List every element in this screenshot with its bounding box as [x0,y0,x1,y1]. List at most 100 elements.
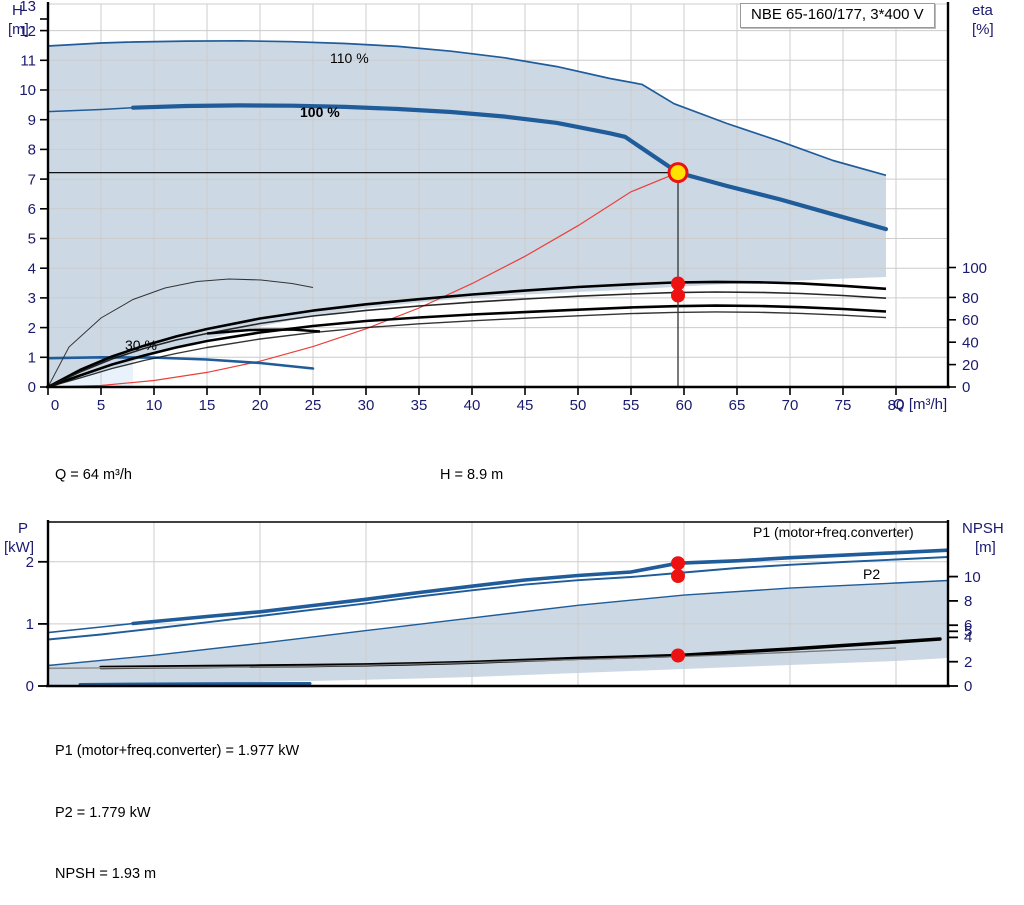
svg-text:80: 80 [962,290,979,307]
power-chart-svg: 0 1 2 0 2 4 56 8 10 [26,520,981,695]
p1-duty-marker[interactable] [671,556,685,571]
p2-series-label: P2 [863,566,881,582]
svg-text:80: 80 [888,397,905,414]
power-gridlines-v [153,522,897,686]
svg-text:6: 6 [964,617,972,634]
svg-text:0: 0 [964,678,972,695]
label-100-percent: 100 % [300,104,340,120]
eta-pump-marker[interactable] [671,276,685,291]
npsh-axis-label: NPSH [962,520,1004,537]
pump-title-box: NBE 65-160/177, 3*400 V [740,3,935,28]
p-low-speed-curve [78,682,312,686]
svg-text:0: 0 [26,678,34,695]
svg-text:2: 2 [964,654,972,671]
eta-axis-unit: [%] [972,21,994,38]
curve-100pct [48,106,134,113]
svg-text:6: 6 [28,201,36,218]
svg-text:1: 1 [28,350,36,367]
eta-envelope [48,278,314,388]
eta-aux-curve-1 [48,291,887,388]
eta-y2-ticks [948,266,956,388]
svg-text:65: 65 [729,397,746,414]
curve-110pct [48,39,887,177]
head-x-ticks [47,387,897,395]
p1-series-label: P1 (motor+freq.converter) [753,524,914,540]
npsh-axis-unit: [m] [975,539,996,556]
power-y-axis-label: P [18,520,29,537]
svg-text:35: 35 [411,397,428,414]
svg-text:60: 60 [676,397,693,414]
svg-text:55: 55 [623,397,640,414]
pump-title: NBE 65-160/177, 3*400 V [751,6,924,23]
svg-text:0: 0 [962,379,970,396]
svg-text:7: 7 [28,171,36,188]
system-curve [48,172,679,388]
curve-npsh-low [48,355,315,370]
eta-total-curve [48,304,887,389]
curve-100pct-main [130,103,889,232]
svg-text:2: 2 [28,320,36,337]
svg-text:0: 0 [28,379,36,396]
head-y-axis-label: H [12,2,23,19]
duty-info-right-line-0: H = 8.9 m [440,467,504,483]
eta-stub-curve [206,328,321,335]
power-y-axis-unit: [kW] [4,539,34,556]
svg-text:10: 10 [964,569,981,586]
svg-text:4: 4 [964,629,972,646]
power-info-line-2: NPSH = 1.93 m [55,866,157,882]
eta-aux-curve-2 [48,311,887,388]
eta-axis-label: eta [972,2,993,19]
p1-curve [48,622,134,634]
svg-text:40: 40 [962,335,979,352]
p2-duty-marker[interactable] [671,569,685,583]
svg-text:75: 75 [835,397,852,414]
head-y-ticks [40,18,48,388]
svg-text:60: 60 [962,312,979,329]
svg-text:11: 11 [20,53,36,70]
head-y-axis-unit: [m] [8,21,29,38]
svg-text:70: 70 [782,397,799,414]
p1-upper-curve [48,579,948,667]
svg-text:0: 0 [51,397,59,414]
eta-total-marker[interactable] [671,288,685,303]
svg-text:20: 20 [252,397,269,414]
npsh-y2-ticks [948,575,958,687]
npsh-y2-ticklabels: 0 2 4 56 8 10 [964,569,981,695]
svg-text:8: 8 [28,142,36,159]
power-info-line-1: P2 = 1.779 kW [55,804,151,821]
svg-text:20: 20 [962,357,979,374]
svg-text:5: 5 [964,623,972,640]
label-30-percent: 30 % [125,337,157,353]
svg-text:12: 12 [19,23,36,40]
svg-text:3: 3 [28,290,36,307]
svg-text:10: 10 [19,82,36,99]
svg-text:5: 5 [97,397,105,414]
power-y-ticks [38,560,48,687]
svg-text:50: 50 [570,397,587,414]
svg-text:13: 13 [19,0,36,15]
power-info-block: P1 (motor+freq.converter) = 1.977 kW P2 … [55,700,299,905]
svg-text:2: 2 [26,554,34,571]
svg-text:45: 45 [517,397,534,414]
svg-text:40: 40 [464,397,481,414]
svg-text:4: 4 [28,260,36,277]
head-band [48,40,886,388]
svg-text:8: 8 [964,593,972,610]
svg-text:10: 10 [146,397,163,414]
svg-text:100: 100 [962,260,987,277]
svg-text:1: 1 [26,616,34,633]
label-110-percent: 110 % [330,50,369,66]
duty-point-marker[interactable] [667,162,689,184]
head-gridlines-h [48,3,948,358]
head-x-ticklabels: 0 5 10 15 20 25 30 35 40 45 50 55 60 65 70 75 80 [51,397,905,414]
npsh-duty-marker[interactable] [671,648,685,663]
eta-y2-ticklabels: 0 20 40 60 80 100 [962,260,987,396]
power-band [48,580,948,686]
power-y-ticklabels: 0 1 2 [26,554,34,695]
svg-text:25: 25 [305,397,322,414]
npsh-curve [99,637,942,670]
